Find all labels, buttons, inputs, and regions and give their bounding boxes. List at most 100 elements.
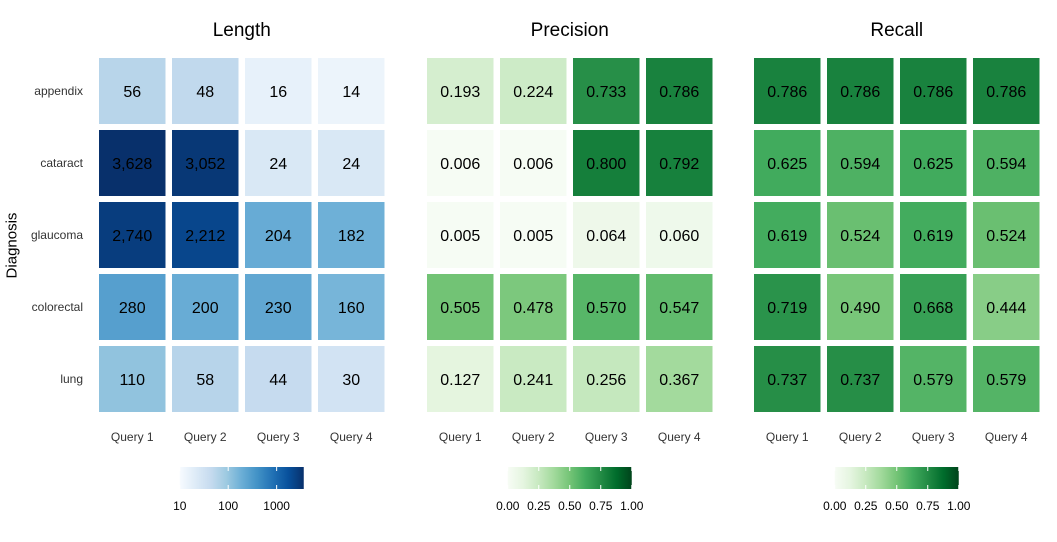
x-tick-recall-q1: Query 1 [766,430,809,444]
cell-label-recall-colorectal-q4: 0.444 [986,300,1026,317]
cell-label-length-lung-q3: 44 [269,372,287,389]
cell-recall-colorectal-q1 [754,274,821,340]
legend-tick-label-recall-4: 1.00 [947,499,971,513]
cell-label-length-lung-q4: 30 [342,372,360,389]
cell-length-lung-q2 [172,346,239,412]
cell-length-cataract-q2 [172,130,239,196]
cell-label-precision-lung-q4: 0.367 [659,372,699,389]
cell-label-recall-glaucoma-q4: 0.524 [986,228,1026,245]
cell-precision-colorectal-q3 [573,274,640,340]
panel-title-precision: Precision [531,20,609,41]
cell-label-precision-appendix-q4: 0.786 [659,84,699,101]
cell-length-appendix-q4 [318,58,385,124]
cell-recall-appendix-q3 [900,58,967,124]
cell-label-recall-cataract-q3: 0.625 [913,156,953,173]
x-tick-precision-q3: Query 3 [585,430,628,444]
cell-length-colorectal-q4 [318,274,385,340]
cell-recall-lung-q2 [827,346,894,412]
panel-title-length: Length [213,20,271,41]
cell-label-length-cataract-q2: 3,052 [185,156,225,173]
x-tick-length-q4: Query 4 [330,430,373,444]
cell-precision-cataract-q4 [646,130,713,196]
cell-label-precision-colorectal-q2: 0.478 [513,300,553,317]
legend-tick-label-recall-0: 0.00 [823,499,847,513]
cell-recall-appendix-q1 [754,58,821,124]
cell-label-length-lung-q1: 110 [119,372,145,389]
x-tick-recall-q2: Query 2 [839,430,882,444]
cell-recall-colorectal-q3 [900,274,967,340]
cell-length-glaucoma-q4 [318,202,385,268]
cell-label-recall-appendix-q1: 0.786 [767,84,807,101]
cell-label-precision-lung-q1: 0.127 [440,372,480,389]
cell-label-length-colorectal-q3: 230 [265,300,292,317]
cell-label-length-glaucoma-q2: 2,212 [185,228,225,245]
cell-length-cataract-q1 [99,130,166,196]
cell-label-precision-lung-q2: 0.241 [513,372,553,389]
cell-label-length-glaucoma-q1: 2,740 [112,228,152,245]
cell-label-length-cataract-q3: 24 [269,156,287,173]
cell-label-recall-colorectal-q2: 0.490 [840,300,880,317]
cell-precision-lung-q1 [427,346,494,412]
cell-recall-lung-q3 [900,346,967,412]
cell-label-length-colorectal-q1: 280 [119,300,146,317]
cell-label-recall-appendix-q4: 0.786 [986,84,1026,101]
x-tick-recall-q3: Query 3 [912,430,955,444]
legend-tick-label-precision-2: 0.50 [558,499,582,513]
cell-label-precision-cataract-q3: 0.800 [586,156,626,173]
cell-label-length-glaucoma-q3: 204 [265,228,292,245]
legend-tick-label-recall-1: 0.25 [854,499,878,513]
cell-label-recall-cataract-q2: 0.594 [840,156,880,173]
legend-tick-label-recall-2: 0.50 [885,499,909,513]
cell-precision-cataract-q2 [500,130,567,196]
cell-label-length-glaucoma-q4: 182 [338,228,365,245]
cell-recall-appendix-q4 [973,58,1040,124]
cell-label-precision-cataract-q1: 0.006 [440,156,480,173]
cell-label-recall-glaucoma-q2: 0.524 [840,228,880,245]
cell-precision-colorectal-q2 [500,274,567,340]
x-tick-precision-q2: Query 2 [512,430,555,444]
cell-label-precision-appendix-q3: 0.733 [586,84,626,101]
cell-length-glaucoma-q1 [99,202,166,268]
panel-title-recall: Recall [870,20,923,41]
cell-recall-cataract-q1 [754,130,821,196]
row-label-glaucoma: glaucoma [31,228,83,242]
cell-precision-appendix-q3 [573,58,640,124]
legend-tick-label-length-1: 100 [218,499,238,513]
cell-label-precision-glaucoma-q2: 0.005 [513,228,553,245]
cell-label-precision-lung-q3: 0.256 [586,372,626,389]
cell-length-colorectal-q2 [172,274,239,340]
cell-label-recall-lung-q4: 0.579 [986,372,1026,389]
cell-label-precision-appendix-q1: 0.193 [440,84,480,101]
cell-length-glaucoma-q3 [245,202,312,268]
cell-precision-glaucoma-q3 [573,202,640,268]
cell-precision-lung-q3 [573,346,640,412]
cell-recall-lung-q4 [973,346,1040,412]
x-tick-precision-q1: Query 1 [439,430,482,444]
cell-label-length-cataract-q4: 24 [342,156,360,173]
cell-label-length-appendix-q3: 16 [269,84,287,101]
legend-tick-label-precision-4: 1.00 [620,499,644,513]
cell-length-lung-q3 [245,346,312,412]
row-label-colorectal: colorectal [32,300,83,314]
cell-label-recall-cataract-q1: 0.625 [767,156,807,173]
legend-tick-label-precision-1: 0.25 [527,499,551,513]
x-tick-length-q1: Query 1 [111,430,154,444]
cell-recall-cataract-q4 [973,130,1040,196]
cell-label-precision-glaucoma-q3: 0.064 [586,228,626,245]
row-label-lung: lung [60,372,83,386]
cell-label-length-appendix-q4: 14 [342,84,360,101]
cell-label-recall-lung-q1: 0.737 [767,372,807,389]
x-tick-recall-q4: Query 4 [985,430,1028,444]
cell-label-precision-appendix-q2: 0.224 [513,84,553,101]
cell-precision-lung-q2 [500,346,567,412]
cell-precision-cataract-q3 [573,130,640,196]
cell-length-lung-q4 [318,346,385,412]
cell-precision-appendix-q4 [646,58,713,124]
cell-label-precision-colorectal-q3: 0.570 [586,300,626,317]
cell-label-recall-cataract-q4: 0.594 [986,156,1026,173]
cell-precision-glaucoma-q2 [500,202,567,268]
legend-tick-label-recall-3: 0.75 [916,499,940,513]
cell-precision-glaucoma-q4 [646,202,713,268]
cell-label-recall-glaucoma-q1: 0.619 [767,228,807,245]
